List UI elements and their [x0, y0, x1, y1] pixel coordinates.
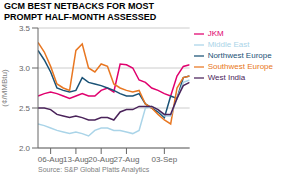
html-text:GCM BEST NETBACKS FOR MOST PRO: GCM BEST NETBACKS FOR MOST PROMPT HALF-M…	[4, 1, 157, 22]
html-text:West India: West India	[207, 73, 246, 82]
svg-text:3.5: 3.5	[19, 24, 31, 33]
svg-text:13-Aug: 13-Aug	[63, 155, 89, 164]
html-text:JKM: JKM	[207, 29, 224, 38]
svg-text:2.5: 2.5	[19, 104, 31, 113]
html-text:Middle East: Middle East	[207, 40, 250, 49]
svg-text:06-Aug: 06-Aug	[38, 155, 64, 164]
html-text:Southwest Europe: Southwest Europe	[207, 62, 273, 71]
html-text:Northwest Europe: Northwest Europe	[207, 51, 272, 60]
svg-text:27-Aug: 27-Aug	[114, 155, 140, 164]
svg-text:20-Aug: 20-Aug	[88, 155, 114, 164]
svg-text:3.0: 3.0	[19, 64, 31, 73]
svg-text:2.0: 2.0	[19, 144, 31, 153]
svg-text:03-Sep: 03-Sep	[151, 155, 177, 164]
svg-text:(¢/MMBtu): (¢/MMBtu)	[8, 69, 9, 107]
html-text:Source: S&P Global Platts Anal: Source: S&P Global Platts Analytics	[38, 166, 150, 173]
